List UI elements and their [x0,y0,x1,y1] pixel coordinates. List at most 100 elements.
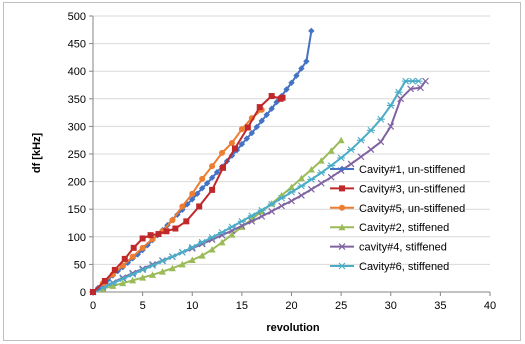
data-point [347,160,355,168]
data-point [228,139,235,146]
data-point [257,206,266,214]
legend-label: Cavity#2, stiffened [359,222,449,234]
legend-item: Cavity#3, un-stiffened [330,183,465,195]
data-point [298,191,305,199]
data-point [247,212,256,220]
y-tick-label: 250 [68,149,86,161]
legend-swatch-marker [338,223,346,231]
data-point [129,276,137,284]
data-point [327,162,336,169]
data-point [220,164,227,171]
data-point [139,244,146,251]
x-tick-label: 30 [385,300,397,312]
data-point [198,238,207,246]
data-point [111,266,118,273]
data-point [317,179,325,187]
legend-label: cavity#4, stiffened [359,242,447,254]
data-point [129,253,136,260]
data-point [287,188,296,196]
legend-label: Cavity#3, un-stiffened [359,183,465,195]
data-point [178,248,187,256]
data-point [139,274,147,281]
data-point [128,270,137,278]
data-point [158,257,167,265]
data-point [155,231,162,238]
data-point [298,65,305,72]
data-point [307,176,316,183]
y-tick-label: 400 [68,66,86,78]
data-point [293,72,300,79]
data-point [237,217,246,225]
data-point [208,233,217,241]
data-point [317,157,325,164]
data-point [130,244,137,251]
data-point [179,203,186,210]
data-point [209,186,216,193]
data-point [256,104,263,111]
legend-swatch-marker [339,185,345,192]
data-point [148,262,157,269]
data-point [168,264,176,272]
data-point [183,218,190,225]
x-tick-label: 40 [484,300,496,312]
legend-item: Cavity#1, un-stiffened [330,164,465,176]
data-point [196,203,203,210]
legend-item: Cavity#2, stiffened [330,222,449,234]
data-point [158,268,166,275]
data-point [218,238,226,246]
series-2 [90,93,286,295]
data-point [178,260,186,268]
data-point [163,228,170,235]
data-point [243,135,251,142]
plot-area [89,27,429,296]
data-point [367,146,375,154]
data-point [279,94,286,101]
y-tick-label: 100 [68,232,86,244]
y-tick-label: 300 [68,121,86,133]
data-point [172,225,179,232]
data-point [198,252,206,259]
legend-item: Cavity#6, stiffened [330,261,449,273]
x-tick-labels: 0 5 10 15 20 25 30 35 40 [90,300,496,312]
data-point [208,245,216,253]
x-tick-label: 5 [140,300,146,312]
data-point [198,185,206,192]
data-point [199,175,206,182]
y-tick-label: 50 [74,259,86,271]
data-point [307,165,315,173]
data-point [268,93,275,100]
data-point [189,196,196,203]
legend-swatch-marker [338,243,346,251]
y-tick-label: 150 [68,204,86,216]
data-point [303,58,310,65]
data-point [213,169,221,176]
x-tick-label: 15 [236,300,248,312]
data-point [267,200,276,208]
data-point [219,149,226,156]
x-tick-label: 0 [90,300,96,312]
data-point [231,145,238,152]
legend-item: Cavity#5, un-stiffened [330,203,465,215]
data-point [188,256,196,263]
data-point [347,146,356,153]
data-point [297,174,305,182]
y-tick-labels: 0 50 100 150 200 250 300 350 400 450 500 [68,11,86,299]
data-point [118,275,127,283]
data-point [317,169,326,177]
data-point [168,253,177,261]
y-tick-label: 0 [80,287,86,299]
data-point [278,202,285,210]
data-point [288,79,295,86]
data-point [337,136,345,144]
data-point [253,123,260,131]
data-point [268,105,275,112]
data-point [228,231,236,238]
data-point [119,279,127,287]
data-point [308,27,315,35]
data-point [194,190,201,197]
data-point [218,228,227,236]
data-point [121,255,128,262]
data-point [307,185,315,193]
data-point [101,277,108,284]
